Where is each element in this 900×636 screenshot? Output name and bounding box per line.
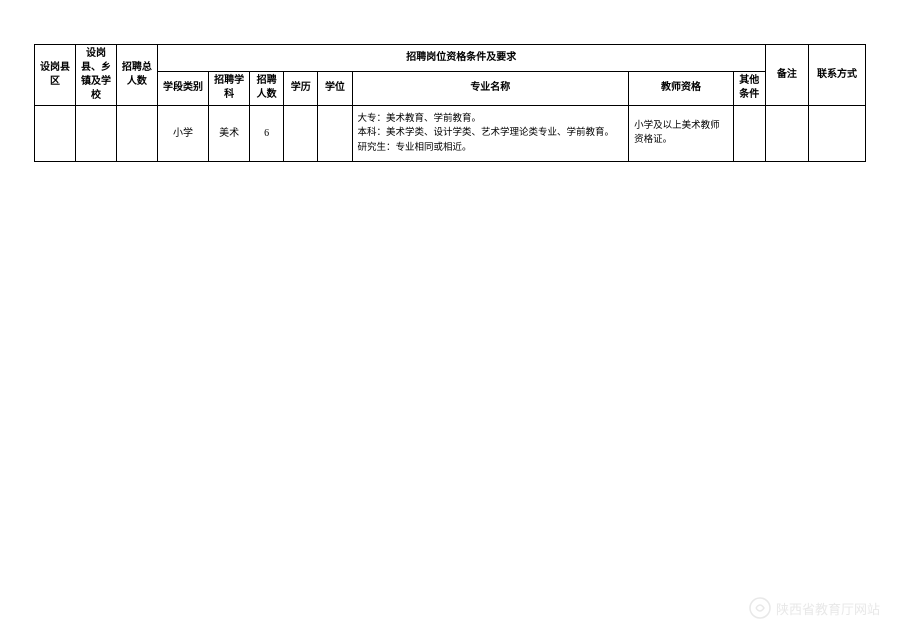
header-count: 招聘人数 <box>250 71 284 105</box>
watermark-text: 陕西省教育厅网站 <box>776 599 880 618</box>
cell-education <box>284 106 318 162</box>
header-qualification: 教师资格 <box>629 71 734 105</box>
header-major: 专业名称 <box>352 71 629 105</box>
header-stage: 学段类别 <box>157 71 208 105</box>
cell-degree <box>318 106 352 162</box>
header-degree: 学位 <box>318 71 352 105</box>
cell-count: 6 <box>250 106 284 162</box>
cell-other <box>733 106 765 162</box>
header-row-2: 学段类别 招聘学科 招聘人数 学历 学位 专业名称 教师资格 其他条件 <box>35 71 866 105</box>
header-subject: 招聘学科 <box>209 71 250 105</box>
header-requirements-group: 招聘岗位资格条件及要求 <box>157 45 765 72</box>
table-row: 小学 美术 6 大专：美术教育、学前教育。本科：美术学类、设计学类、艺术学理论类… <box>35 106 866 162</box>
cell-county <box>35 106 76 162</box>
table-container: 设岗县区 设岗县、乡镇及学校 招聘总人数 招聘岗位资格条件及要求 备注 联系方式… <box>0 0 900 162</box>
cell-stage: 小学 <box>157 106 208 162</box>
table-body: 小学 美术 6 大专：美术教育、学前教育。本科：美术学类、设计学类、艺术学理论类… <box>35 106 866 162</box>
cell-subject: 美术 <box>209 106 250 162</box>
header-note: 备注 <box>765 45 808 106</box>
header-county: 设岗县区 <box>35 45 76 106</box>
cell-major: 大专：美术教育、学前教育。本科：美术学类、设计学类、艺术学理论类专业、学前教育。… <box>352 106 629 162</box>
cell-qualification: 小学及以上美术教师资格证。 <box>629 106 734 162</box>
table-header: 设岗县区 设岗县、乡镇及学校 招聘总人数 招聘岗位资格条件及要求 备注 联系方式… <box>35 45 866 106</box>
header-row-1: 设岗县区 设岗县、乡镇及学校 招聘总人数 招聘岗位资格条件及要求 备注 联系方式 <box>35 45 866 72</box>
cell-total <box>116 106 157 162</box>
header-township: 设岗县、乡镇及学校 <box>75 45 116 106</box>
header-contact: 联系方式 <box>808 45 865 106</box>
cell-note <box>765 106 808 162</box>
watermark: 陕西省教育厅网站 <box>748 596 880 620</box>
header-other: 其他条件 <box>733 71 765 105</box>
watermark-logo-icon <box>748 596 772 620</box>
header-total: 招聘总人数 <box>116 45 157 106</box>
cell-township <box>75 106 116 162</box>
recruitment-table: 设岗县区 设岗县、乡镇及学校 招聘总人数 招聘岗位资格条件及要求 备注 联系方式… <box>34 44 866 162</box>
header-education: 学历 <box>284 71 318 105</box>
cell-contact <box>808 106 865 162</box>
